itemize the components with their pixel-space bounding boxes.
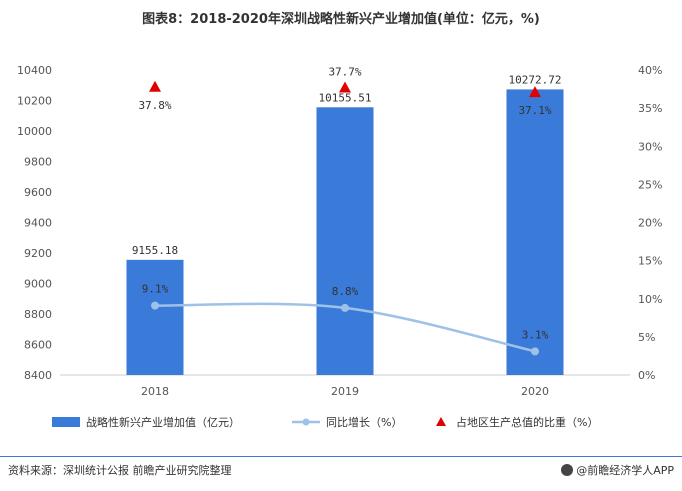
growth-point: [151, 301, 159, 310]
footer-divider: [0, 456, 682, 457]
right-tick-label: 15%: [638, 255, 662, 268]
left-tick-label: 10000: [17, 125, 52, 138]
growth-value-label: 9.1%: [142, 283, 169, 296]
x-tick-label: 2020: [521, 385, 549, 398]
right-tick-label: 35%: [638, 102, 662, 115]
right-axis-ticks: 0% 5% 10% 15% 20% 25% 30% 35% 40%: [638, 64, 662, 382]
share-value-label: 37.8%: [138, 99, 171, 112]
left-tick-label: 8800: [24, 308, 52, 321]
right-tick-label: 5%: [638, 331, 655, 344]
x-tick-label: 2018: [141, 385, 169, 398]
growth-line-series: 9.1% 8.8% 3.1%: [142, 283, 549, 356]
bar: [506, 89, 564, 375]
share-triangle-marker: [529, 86, 541, 98]
growth-point: [531, 347, 539, 356]
app-credit: @前瞻经济学人APP: [561, 462, 674, 478]
right-tick-label: 25%: [638, 178, 662, 191]
legend-line-point: [302, 418, 310, 426]
bar: [126, 259, 184, 375]
right-tick-label: 30%: [638, 140, 662, 153]
share-marker-series: 37.8% 37.7% 37.1%: [138, 66, 551, 118]
left-axis-ticks: 8400 8600 8800 9000 9200 9400 9600 9800 10000 102…: [17, 64, 52, 382]
left-tick-label: 9600: [24, 186, 52, 199]
left-tick-label: 8400: [24, 369, 52, 382]
share-triangle-marker: [149, 80, 161, 92]
chart-title: 图表8：2018-2020年深圳战略性新兴产业增加值(单位：亿元，%): [142, 12, 540, 27]
x-tick-label: 2019: [331, 385, 359, 398]
growth-value-label: 3.1%: [522, 328, 549, 341]
app-logo-icon: [561, 464, 574, 476]
share-triangle-marker: [339, 81, 351, 93]
x-axis-ticks: 2018 2019 2020: [141, 385, 549, 398]
legend-line-label: 同比增长（%）: [326, 415, 402, 429]
left-tick-label: 9800: [24, 156, 52, 169]
share-value-label: 37.1%: [518, 104, 551, 117]
right-tick-label: 0%: [638, 369, 655, 382]
growth-value-label: 8.8%: [332, 285, 359, 298]
bar-series: [126, 89, 564, 375]
bar-value-labels: 9155.18 10155.51 10272.72: [132, 73, 562, 256]
bar-value-label: 10155.51: [319, 91, 372, 104]
right-tick-label: 10%: [638, 293, 662, 306]
left-tick-label: 10200: [17, 95, 52, 108]
legend-bar-swatch: [52, 417, 80, 427]
bar-value-label: 9155.18: [132, 244, 178, 257]
left-tick-label: 9000: [24, 278, 52, 291]
bar: [316, 107, 374, 375]
left-tick-label: 8600: [24, 339, 52, 352]
app-credit-text: @前瞻经济学人APP: [576, 464, 674, 477]
left-tick-label: 9400: [24, 217, 52, 230]
growth-point: [341, 303, 349, 312]
legend-marker-label: 占地区生产总值的比重（%）: [456, 415, 598, 429]
share-value-label: 37.7%: [328, 66, 361, 79]
legend-triangle-swatch: [436, 417, 446, 426]
bar-value-label: 10272.72: [509, 73, 562, 86]
left-tick-label: 10400: [17, 64, 52, 77]
legend-bar-label: 战略性新兴产业增加值（亿元）: [86, 415, 240, 429]
legend: 战略性新兴产业增加值（亿元） 同比增长（%） 占地区生产总值的比重（%）: [52, 415, 598, 429]
right-tick-label: 20%: [638, 217, 662, 230]
left-tick-label: 9200: [24, 247, 52, 260]
source-note: 资料来源：深圳统计公报 前瞻产业研究院整理: [8, 464, 232, 477]
right-tick-label: 40%: [638, 64, 662, 77]
